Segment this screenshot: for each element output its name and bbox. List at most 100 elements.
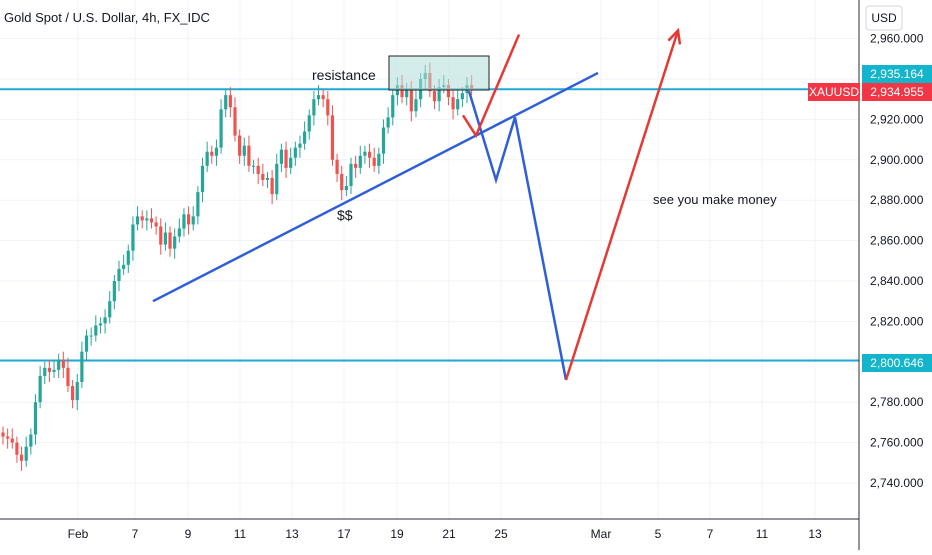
last-price-value: 2,934.955 [870,85,924,99]
candle-body [303,131,307,144]
candle-body [61,359,65,368]
time-tick-label: Mar [591,527,612,541]
time-tick-label: 11 [234,527,247,541]
candle-body [284,149,288,168]
candle-body [145,218,149,221]
time-tick-label: 5 [655,527,662,541]
candle-body [219,109,223,148]
candle-body [173,236,177,249]
candle-body [298,143,302,148]
candle-body [135,216,140,225]
chart-title: Gold Spot / U.S. Dollar, 4h, FX_IDC [4,10,210,25]
symbol-tag [808,83,860,101]
time-tick-label: 21 [442,527,456,541]
candle-body [293,147,297,158]
candle-body [261,173,265,180]
time-tick-label: 25 [494,527,508,541]
candle-body [1,432,5,437]
short-bullish-path[interactable] [461,34,521,139]
candle-body [182,214,186,229]
candle-body [265,177,270,180]
candle-body [312,99,316,116]
candle-body [307,115,311,132]
currency-button[interactable] [865,5,903,31]
candle-body [247,145,251,166]
candle-body [354,163,358,168]
candle-body [358,155,362,168]
support-level-tag [862,354,932,372]
candle-body [177,228,181,237]
candle-body [437,87,441,102]
header: Gold Spot / U.S. Dollar, 4h, FX_IDC USD [4,5,903,31]
candle-body [149,218,154,223]
candle-body [381,127,386,154]
candle-body [432,91,437,102]
candle-body [24,446,28,461]
time-axis[interactable]: Feb 7 9 11 13 17 19 21 25 Mar 5 7 11 13 [68,527,822,541]
candle-body [187,214,191,225]
candle-body [330,115,335,160]
resistance-label: resistance [312,67,376,83]
candle-body [94,325,98,336]
candle-body [126,250,130,265]
time-tick-label: 13 [285,527,299,541]
price-tick-label: 2,780.000 [870,395,924,409]
candle-body [400,85,404,98]
candle-body [117,268,121,281]
candle-body [446,85,451,98]
resistance-zone[interactable] [388,55,490,91]
currency-label: USD [871,11,897,25]
candle-body [15,442,19,455]
note-label: see you make money [653,192,777,207]
candle-body [344,186,348,191]
candle-body [367,151,372,158]
time-tick-label: 9 [185,527,192,541]
candle-body [140,216,144,221]
ascending-trendline[interactable] [152,71,599,303]
arrow-head-icon [667,27,682,45]
candle-body [409,89,413,112]
candle-body [391,95,395,118]
drawings[interactable] [152,27,682,381]
candle-body [75,382,79,401]
candle-body [66,367,70,387]
candle-body [242,145,246,156]
candle-body [349,163,353,187]
candle-body [112,281,116,302]
candle-body [159,226,163,245]
time-tick-label: Feb [68,527,89,541]
candle-body [43,367,47,376]
candle-body [321,95,325,100]
candle-body [71,386,75,401]
candle-body [224,95,228,110]
candle-body [154,222,158,227]
candle-body [29,434,33,447]
bullish-projection-path[interactable] [564,30,680,381]
candle-body [103,317,107,324]
annotations: resistance $$ see you make money [312,67,777,223]
bearish-projection-path[interactable] [467,90,568,381]
candle-body [10,438,14,443]
candle-body [460,93,464,100]
candle-body [210,151,214,156]
resistance-level-tag [862,65,932,83]
candle-body [275,163,279,195]
candle-body [363,151,367,156]
candle-body [168,232,172,249]
candle-body [205,151,209,166]
candle-body [84,335,89,352]
candle-body [33,402,38,435]
symbol-label: XAUUSD [809,85,859,99]
candle-body [377,153,381,166]
price-tick-label: 2,960.000 [870,32,924,46]
price-tick-label: 2,920.000 [870,112,924,126]
candle-body [251,165,256,167]
candle-body [233,107,237,136]
price-tick-label: 2,880.000 [870,193,924,207]
liquidity-label: $$ [337,207,353,223]
candle-body [196,192,200,217]
candle-body [57,359,61,370]
candle-body [279,149,283,164]
